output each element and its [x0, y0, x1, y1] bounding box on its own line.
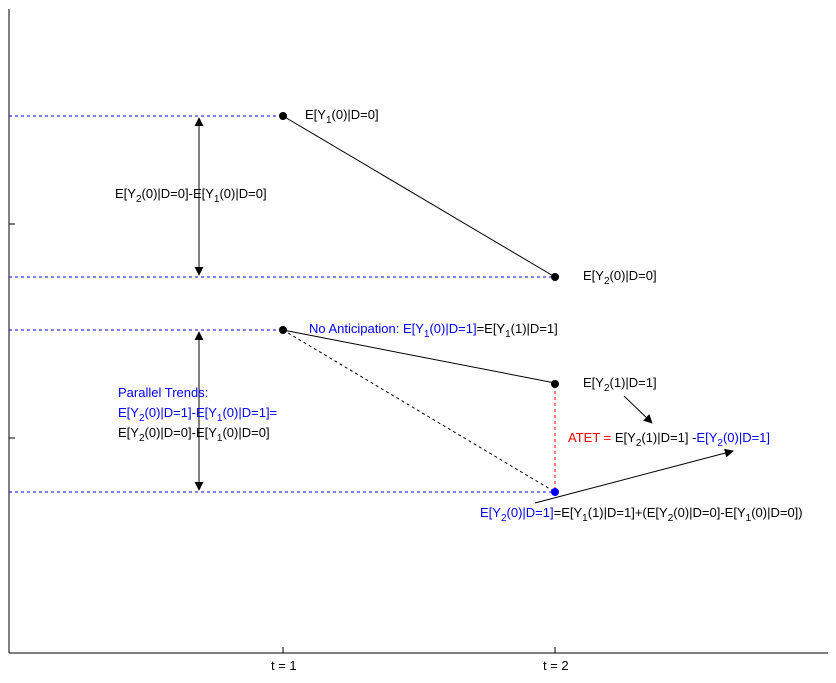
- label-part: (0)|D=0]: [222, 425, 269, 440]
- label-no-anticipation: No Anticipation: E[Y1(0)|D=1]=E[Y1(1)|D=…: [309, 321, 558, 340]
- point-treated-t1: [279, 326, 287, 334]
- label-part: E[Y: [305, 107, 326, 122]
- label-part: (0)|D=1]: [507, 505, 554, 520]
- label-part: (0)|D=0]-E[Y: [673, 505, 746, 520]
- label-part: (1)|D=1]: [511, 321, 558, 336]
- counterfactual-pointer-arrow: [534, 448, 734, 504]
- label-treated-t2: E[Y2(1)|D=1]: [583, 375, 657, 394]
- label-part: (0)|D=1]: [723, 430, 770, 445]
- label-control-difference: E[Y2(0)|D=0]-E[Y1(0)|D=0]: [115, 186, 267, 205]
- point-control-t1: [279, 112, 287, 120]
- x-tick-label-t1: t = 1: [271, 658, 297, 673]
- label-parallel-trends-line1: E[Y2(0)|D=1]-E[Y1(0)|D=1]=: [118, 405, 277, 424]
- label-part: 1: [746, 513, 752, 524]
- label-part: (0)|D=0]-E[Y: [145, 425, 218, 440]
- label-part: (0)|D=0]): [751, 505, 802, 520]
- label-parallel-trends-title: Parallel Trends:: [118, 385, 208, 400]
- label-atet: ATET = E[Y2(1)|D=1] -E[Y2(0)|D=1]: [568, 430, 770, 449]
- counterfactual-trend-line: [282, 329, 556, 493]
- label-part: 2: [604, 383, 610, 394]
- label-part: (0)|D=1]-E[Y: [145, 405, 218, 420]
- label-part: 1: [582, 513, 588, 524]
- label-part: 1: [214, 194, 220, 205]
- label-part: ATET =: [568, 430, 615, 445]
- label-part: 2: [668, 513, 674, 524]
- x-tick-label-t2: t = 2: [543, 658, 569, 673]
- label-part: (1)|D=1]+(E[Y: [588, 505, 668, 520]
- label-part: 2: [501, 513, 507, 524]
- label-part: E[Y: [583, 375, 604, 390]
- label-parallel-trends-line2: E[Y2(0)|D=0]-E[Y1(0)|D=0]: [118, 425, 270, 444]
- label-part: 2: [136, 194, 142, 205]
- label-part: No Anticipation: E[Y: [309, 321, 424, 336]
- label-part: 2: [139, 433, 145, 444]
- label-part: E[Y: [583, 268, 604, 283]
- label-counterfactual: E[Y2(0)|D=1]=E[Y1(1)|D=1]+(E[Y2(0)|D=0]-…: [480, 505, 803, 524]
- label-part: 2: [139, 413, 145, 424]
- label-part: (0)|D=1]=: [222, 405, 277, 420]
- point-treated-t2: [551, 380, 559, 388]
- label-part: =E[Y: [554, 505, 583, 520]
- label-part: E[Y: [118, 425, 139, 440]
- label-part: Parallel Trends:: [118, 385, 208, 400]
- label-part: (0)|D=1]: [429, 321, 476, 336]
- label-part: E[Y: [615, 430, 636, 445]
- label-part: 2: [717, 438, 723, 449]
- label-part: (0)|D=0]-E[Y: [142, 186, 215, 201]
- label-part: 2: [604, 276, 610, 287]
- label-control-t1: E[Y1(0)|D=0]: [305, 107, 379, 126]
- label-part: E[Y: [696, 430, 717, 445]
- label-part: (0)|D=0]: [219, 186, 266, 201]
- label-part: 1: [217, 433, 223, 444]
- label-part: 2: [636, 438, 642, 449]
- label-part: 1: [326, 115, 332, 126]
- control-trend-line: [282, 115, 556, 278]
- point-control-t2: [551, 273, 559, 281]
- label-part: E[Y: [480, 505, 501, 520]
- label-part: (0)|D=0]: [332, 107, 379, 122]
- label-part: (1)|D=1]: [610, 375, 657, 390]
- label-control-t2: E[Y2(0)|D=0]: [583, 268, 657, 287]
- label-part: 1: [424, 329, 430, 340]
- label-part: =E[Y: [477, 321, 506, 336]
- treated-pointer-arrow: [623, 395, 653, 424]
- label-part: 1: [217, 413, 223, 424]
- label-part: E[Y: [115, 186, 136, 201]
- label-part: (0)|D=0]: [610, 268, 657, 283]
- label-part: E[Y: [118, 405, 139, 420]
- label-part: (1)|D=1] -: [641, 430, 696, 445]
- point-counterfactual-t2: [551, 488, 559, 496]
- treated-trend-line: [282, 329, 556, 384]
- label-part: 1: [505, 329, 511, 340]
